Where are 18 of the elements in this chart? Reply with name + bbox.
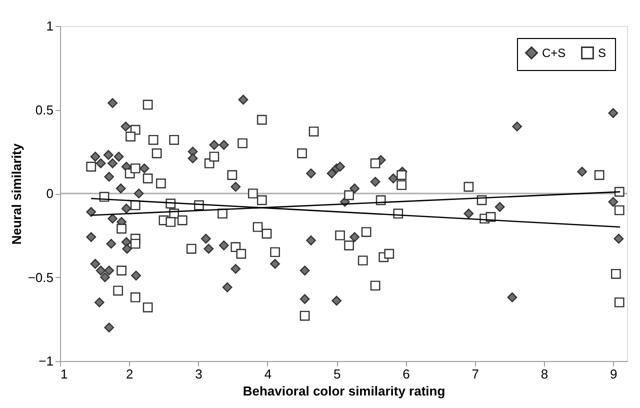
x-tick-label: 3 [195,366,202,382]
x-tick-label: 4 [264,366,272,382]
y-tick-label: 0 [46,186,54,201]
x-tick-label: 8 [540,366,548,382]
x-tick-label: 2 [126,366,134,382]
x-tick-label: 1 [60,366,68,382]
x-tick-label: 7 [472,366,479,382]
y-axis-title: Neural similarity [8,142,24,245]
y-tick-label: 0.5 [35,102,54,118]
legend-label: S [598,46,606,60]
x-tick-label: 9 [610,366,618,382]
y-tick-label: 1 [46,18,54,34]
x-axis-title: Behavioral color similarity rating [242,384,446,398]
x-tick-label: 5 [333,366,341,382]
y-tick-label: −1 [38,354,54,368]
x-tick-label: 6 [402,366,410,382]
y-tick-label: −0.5 [28,270,54,285]
legend-label: C+S [542,46,566,60]
